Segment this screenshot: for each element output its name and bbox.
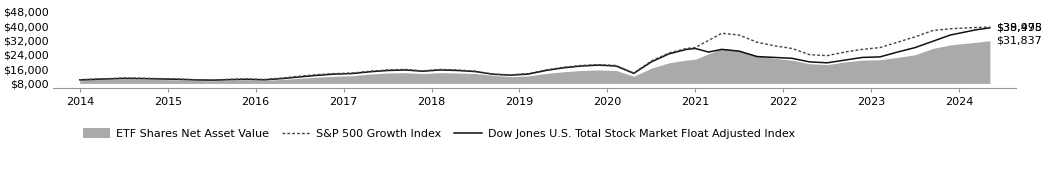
Legend: ETF Shares Net Asset Value, S&P 500 Growth Index, Dow Jones U.S. Total Stock Mar: ETF Shares Net Asset Value, S&P 500 Grow…	[79, 124, 800, 144]
Text: $31,837: $31,837	[996, 36, 1042, 46]
Text: $39,478: $39,478	[996, 22, 1042, 32]
Text: $38,995: $38,995	[996, 23, 1042, 33]
